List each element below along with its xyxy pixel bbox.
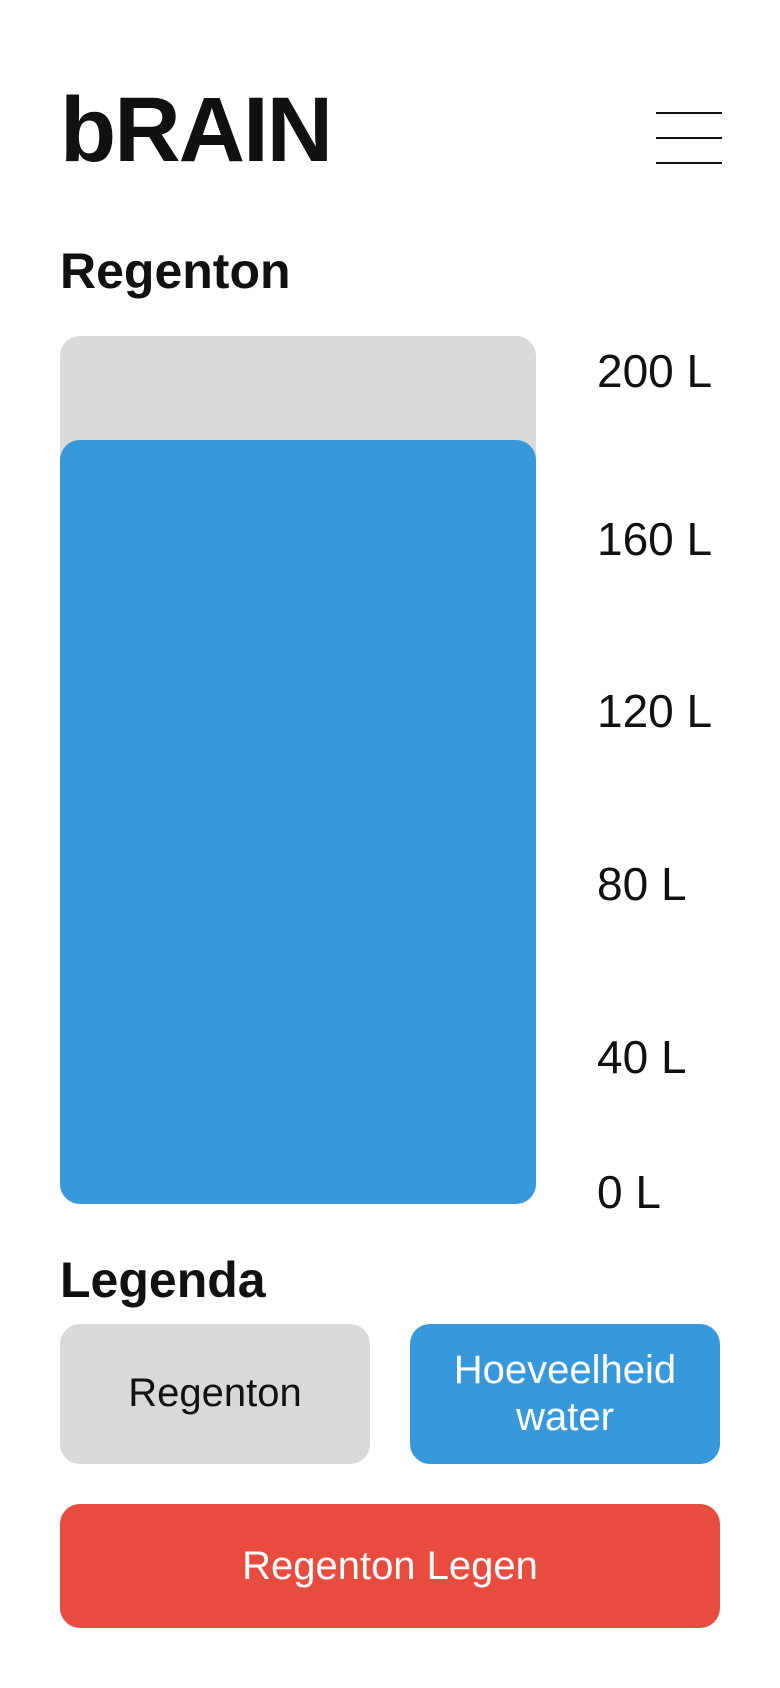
scale-label-80: 80 L xyxy=(597,858,687,910)
water-level-fill xyxy=(60,440,536,1204)
empty-rain-barrel-button[interactable]: Regenton Legen xyxy=(60,1504,720,1628)
legend-title: Legenda xyxy=(60,1252,266,1308)
tank-section-title: Regenton xyxy=(60,243,291,299)
scale-label-200: 200 L xyxy=(597,345,713,397)
menu-bar-top xyxy=(656,112,722,114)
menu-bar-middle xyxy=(656,137,722,139)
volume-scale: 200 L 160 L 120 L 80 L 40 L 0 L xyxy=(597,336,767,1215)
scale-label-120: 120 L xyxy=(597,685,713,737)
legend-rain-barrel: Regenton xyxy=(60,1324,370,1464)
menu-bar-bottom xyxy=(656,162,722,164)
hamburger-menu-icon[interactable] xyxy=(656,110,722,166)
rain-barrel-gauge xyxy=(60,336,536,1204)
legend-rain-barrel-label: Regenton xyxy=(128,1371,302,1416)
scale-label-40: 40 L xyxy=(597,1031,687,1083)
app-title: bRAIN xyxy=(60,79,333,181)
legend-water-amount-label: Hoeveelheid water xyxy=(453,1347,677,1439)
legend-water-amount: Hoeveelheid water xyxy=(410,1324,720,1464)
scale-label-160: 160 L xyxy=(597,513,713,565)
scale-label-0: 0 L xyxy=(597,1166,661,1218)
